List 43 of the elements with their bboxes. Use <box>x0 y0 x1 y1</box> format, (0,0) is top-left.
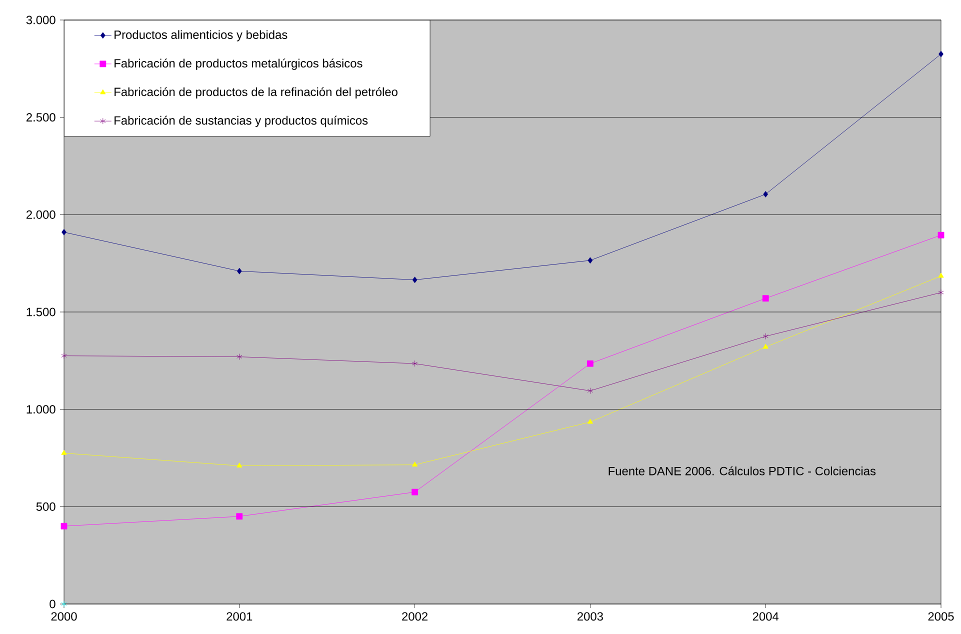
point <box>236 462 242 468</box>
point <box>938 232 944 238</box>
y-tick-label: 1.500 <box>26 308 56 316</box>
point <box>762 295 769 302</box>
point <box>587 388 593 394</box>
point <box>938 50 944 58</box>
point <box>588 257 593 264</box>
point <box>236 268 242 274</box>
x-tick-label: 2004 <box>752 612 779 621</box>
legend-label: Fabricación de productos metalúrgicos básicos <box>114 58 362 70</box>
legend-label: Productos alimenticios y bebidas <box>114 30 288 42</box>
point <box>412 462 418 467</box>
x-tick-label: 2003 <box>578 612 603 621</box>
point <box>587 418 593 424</box>
point <box>762 333 768 340</box>
y-tick-label: 1.000 <box>26 405 56 414</box>
point <box>61 450 67 455</box>
point <box>412 488 418 496</box>
point <box>61 600 67 608</box>
point <box>938 289 944 296</box>
legend-label: Fabricación de productos de la refinación del petróleo <box>114 87 398 98</box>
point <box>60 522 68 530</box>
x-tick-label: 2001 <box>226 612 252 621</box>
x-tick-label: 2002 <box>402 612 428 621</box>
point <box>587 360 594 367</box>
point <box>236 513 243 520</box>
point <box>763 191 768 198</box>
y-tick-label: 3.000 <box>26 16 56 24</box>
y-tick-label: 2.000 <box>26 210 56 219</box>
y-tick-label: 500 <box>36 502 56 511</box>
point <box>61 352 67 359</box>
y-tick-label: 0 <box>50 600 56 608</box>
legend-label: Fabricación de sustancias y productos químicos <box>114 116 368 128</box>
point <box>412 360 418 367</box>
point <box>412 276 418 284</box>
point <box>762 344 768 349</box>
point <box>62 228 66 236</box>
y-tick-label: 2.500 <box>26 113 56 122</box>
point <box>236 354 242 360</box>
x-tick-label: 2005 <box>928 612 954 621</box>
annotation: Fuente DANE 2006. Cálculos PDTIC - Colciencias <box>608 466 876 476</box>
x-tick-label: 2000 <box>51 612 77 621</box>
point <box>938 272 944 278</box>
